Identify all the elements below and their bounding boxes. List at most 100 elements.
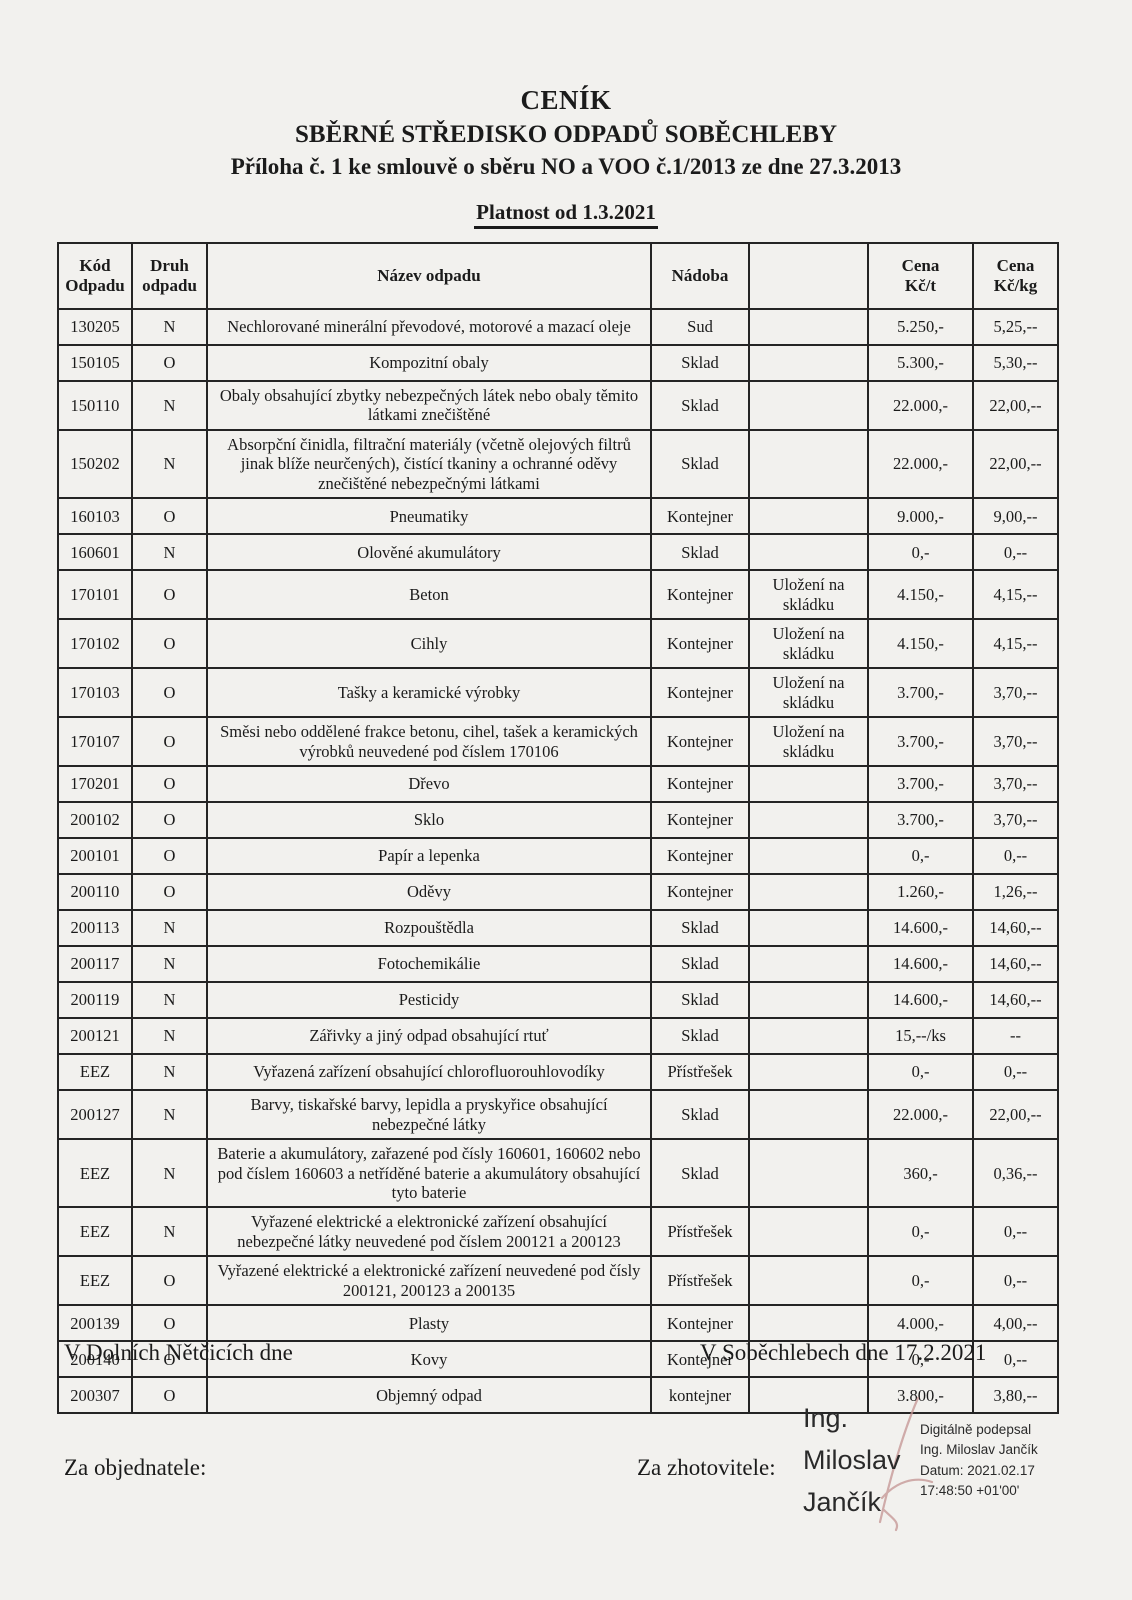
cell-code: EEZ: [57, 1138, 133, 1209]
cell-code: 200127: [57, 1089, 133, 1141]
cell-code: 200307: [57, 1376, 133, 1415]
table-row: 200127 N Barvy, tiskařské barvy, lepidla a…: [57, 1089, 1059, 1141]
cell-code: 200119: [57, 981, 133, 1020]
col-header-type: Druh odpadu: [131, 242, 208, 310]
cell-name: Papír a lepenka: [206, 837, 652, 876]
cell-container: Sklad: [650, 1138, 750, 1209]
cell-price_kg: 5,25,--: [972, 308, 1059, 346]
cell-note: [748, 308, 869, 346]
table-row: EEZ N Vyřazená zařízení obsahující chlorof…: [57, 1053, 1059, 1092]
cell-price_t: 0,-: [867, 1053, 974, 1092]
cell-price_kg: 0,--: [972, 1206, 1059, 1258]
cell-container: Kontejner: [650, 618, 750, 670]
table-row: 160601 N Olověné akumulátory Sklad 0,- 0,--: [57, 533, 1059, 572]
cell-code: 160601: [57, 533, 133, 572]
cell-code: 160103: [57, 497, 133, 536]
cell-type: O: [131, 1376, 208, 1415]
cell-price_kg: 3,70,--: [972, 716, 1059, 768]
cell-container: Kontejner: [650, 801, 750, 840]
cell-type: N: [131, 981, 208, 1020]
table-row: 200113 N Rozpouštědla Sklad 14.600,- 14,60,--: [57, 909, 1059, 948]
cell-price_t: 0,-: [867, 1206, 974, 1258]
cell-note: [748, 1376, 869, 1415]
cell-code: 150110: [57, 380, 133, 431]
cell-price_kg: 22,00,--: [972, 380, 1059, 431]
price-table-body: 130205 N Nechlorované minerální převodové,…: [57, 308, 1059, 1415]
cell-name: Cihly: [206, 618, 652, 670]
cell-price_kg: 0,--: [972, 1340, 1059, 1379]
cell-type: N: [131, 533, 208, 572]
cell-name: Směsi nebo oddělené frakce betonu, cihel…: [206, 716, 652, 768]
cell-price_kg: 4,00,--: [972, 1304, 1059, 1343]
cell-container: Přístřešek: [650, 1255, 750, 1307]
table-row: 200307 O Objemný odpad kontejner 3.800,- 3,80…: [57, 1376, 1059, 1415]
cell-type: N: [131, 1206, 208, 1258]
cell-container: Kontejner: [650, 1340, 750, 1379]
cell-type: O: [131, 667, 208, 719]
cell-name: Zářivky a jiný odpad obsahující rtuť: [206, 1017, 652, 1056]
col-header-name: Název odpadu: [206, 242, 652, 310]
table-row: 170103 O Tašky a keramické výrobky Kontejne…: [57, 667, 1059, 719]
cell-name: Plasty: [206, 1304, 652, 1343]
cell-container: Sklad: [650, 909, 750, 948]
table-row: 150110 N Obaly obsahující zbytky nebezpečn…: [57, 380, 1059, 431]
table-row: 200121 N Zářivky a jiný odpad obsahující r…: [57, 1017, 1059, 1056]
cell-container: Sklad: [650, 533, 750, 572]
cell-price_t: 22.000,-: [867, 380, 974, 431]
cell-note: [748, 497, 869, 536]
cell-container: Sklad: [650, 1017, 750, 1056]
cell-price_t: 5.300,-: [867, 344, 974, 382]
table-header-row: Kód Odpadu Druh odpadu Název odpadu Nádo…: [57, 242, 1059, 310]
cell-container: Přístřešek: [650, 1206, 750, 1258]
cell-price_t: 14.600,-: [867, 909, 974, 948]
cell-code: 200117: [57, 945, 133, 984]
cell-price_kg: 0,--: [972, 533, 1059, 572]
cell-price_t: 1.260,-: [867, 873, 974, 912]
signature-label-contractor: Za zhotovitele:: [637, 1455, 776, 1480]
col-header-note: [748, 242, 869, 310]
cell-price_t: 4.000,-: [867, 1304, 974, 1343]
col-header-price-t: Cena Kč/t: [867, 242, 974, 310]
cell-price_t: 4.150,-: [867, 569, 974, 621]
cell-note: [748, 1255, 869, 1307]
cell-container: Sklad: [650, 380, 750, 431]
cell-name: Dřevo: [206, 765, 652, 804]
table-row: 170107 O Směsi nebo oddělené frakce betonu…: [57, 716, 1059, 768]
cell-name: Sklo: [206, 801, 652, 840]
cell-type: O: [131, 569, 208, 621]
cell-name: Olověné akumulátory: [206, 533, 652, 572]
cell-container: Přístřešek: [650, 1053, 750, 1092]
cell-type: N: [131, 428, 208, 500]
cell-price_t: 3.700,-: [867, 801, 974, 840]
cell-price_t: 4.150,-: [867, 618, 974, 670]
cell-code: 170107: [57, 716, 133, 768]
cell-code: 150202: [57, 428, 133, 500]
cell-name: Kompozitní obaly: [206, 344, 652, 382]
price-table-wrap: Kód Odpadu Druh odpadu Název odpadu Nádo…: [57, 242, 1059, 1415]
table-row: 170102 O Cihly Kontejner Uložení na skládku 4…: [57, 618, 1059, 670]
cell-note: [748, 428, 869, 500]
col-header-container: Nádoba: [650, 242, 750, 310]
cell-price_t: 3.700,-: [867, 765, 974, 804]
cell-container: Kontejner: [650, 569, 750, 621]
cell-price_kg: 0,--: [972, 1255, 1059, 1307]
cell-name: Rozpouštědla: [206, 909, 652, 948]
cell-type: O: [131, 497, 208, 536]
cell-code: 170102: [57, 618, 133, 670]
table-row: 150202 N Absorpční činidla, filtrační mate…: [57, 428, 1059, 500]
validity-wrap: Platnost od 1.3.2021: [0, 200, 1132, 229]
cell-price_t: 14.600,-: [867, 945, 974, 984]
digital-signer-name: Ing. Miloslav Jančík: [803, 1403, 901, 1517]
cell-type: N: [131, 945, 208, 984]
cell-price_t: 3.800,-: [867, 1376, 974, 1415]
cell-note: [748, 1017, 869, 1056]
cell-price_t: 0,-: [867, 1340, 974, 1379]
cell-name: Tašky a keramické výrobky: [206, 667, 652, 719]
place-date-right: V Soběchlebech dne 17.2.2021: [700, 1340, 987, 1365]
cell-price_t: 0,-: [867, 837, 974, 876]
cell-container: Sklad: [650, 428, 750, 500]
cell-note: [748, 1089, 869, 1141]
cell-note: [748, 1340, 869, 1379]
cell-container: Kontejner: [650, 716, 750, 768]
